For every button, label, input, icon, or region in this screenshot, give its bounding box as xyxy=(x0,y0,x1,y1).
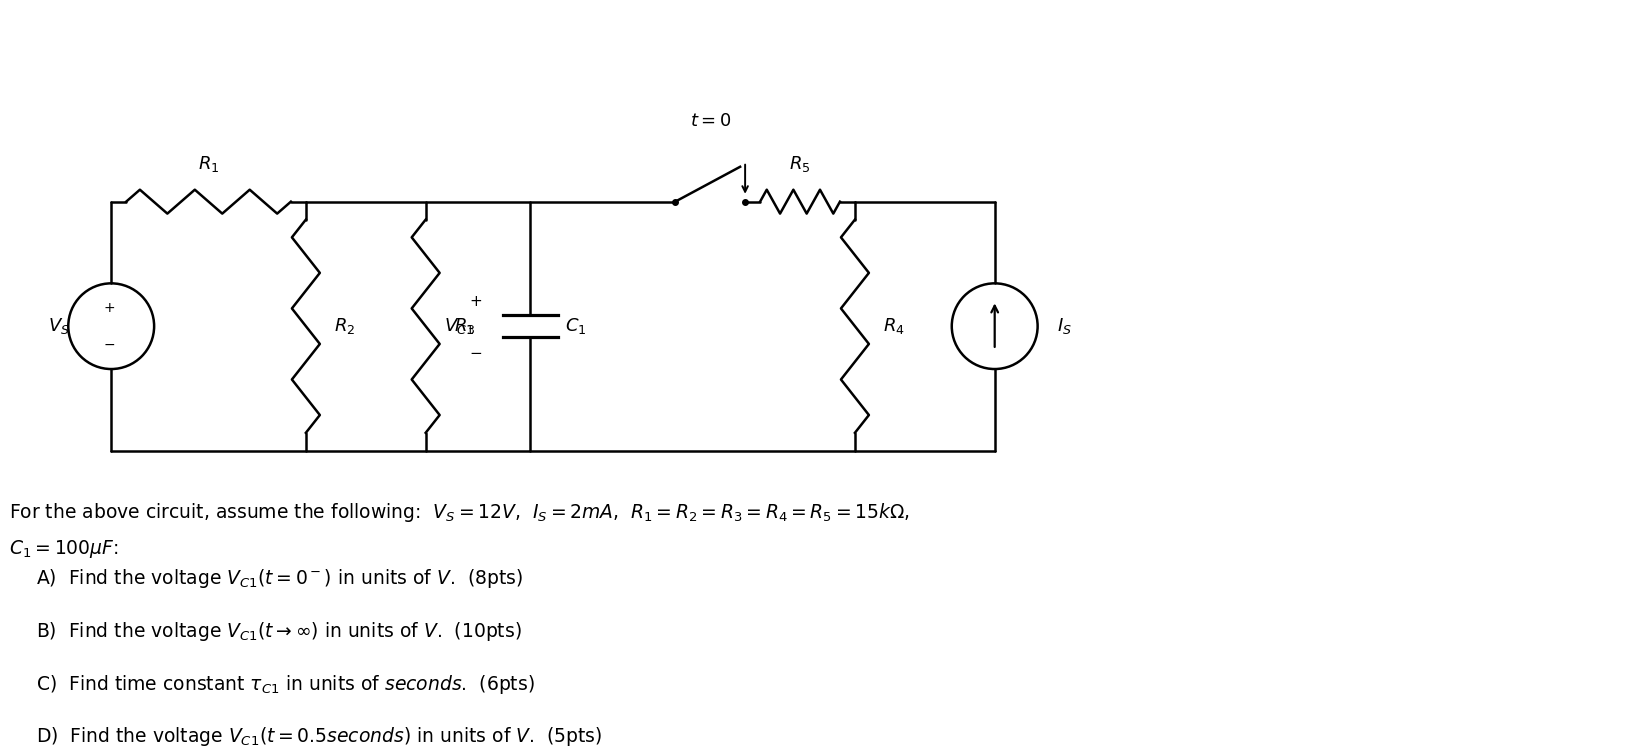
Text: $t = 0$: $t = 0$ xyxy=(689,112,730,130)
Text: $R_4$: $R_4$ xyxy=(883,316,905,336)
Text: $V_{C1}$: $V_{C1}$ xyxy=(443,316,474,336)
Text: $R_1$: $R_1$ xyxy=(197,153,218,174)
Text: $R_5$: $R_5$ xyxy=(789,153,810,174)
Text: $C_1 = 100\mu F$:: $C_1 = 100\mu F$: xyxy=(10,538,119,560)
Text: $-$: $-$ xyxy=(469,343,482,358)
Text: +: + xyxy=(103,301,116,315)
Text: A)  Find the voltage $V_{C1}(t = 0^-)$ in units of $V$.  (8pts): A) Find the voltage $V_{C1}(t = 0^-)$ in… xyxy=(36,567,523,590)
Text: $V_S$: $V_S$ xyxy=(49,316,70,336)
Text: $R_2$: $R_2$ xyxy=(334,316,355,336)
Text: $I_S$: $I_S$ xyxy=(1056,316,1071,336)
Text: B)  Find the voltage $V_{C1}(t \rightarrow \infty)$ in units of $V$.  (10pts): B) Find the voltage $V_{C1}(t \rightarro… xyxy=(36,620,522,643)
Text: D)  Find the voltage $V_{C1}(t = 0.5 seconds)$ in units of $V$.  (5pts): D) Find the voltage $V_{C1}(t = 0.5 seco… xyxy=(36,725,603,748)
Text: C)  Find time constant $\tau_{C1}$ in units of $seconds$.  (6pts): C) Find time constant $\tau_{C1}$ in uni… xyxy=(36,673,535,696)
Text: +: + xyxy=(469,294,482,308)
Text: $C_1$: $C_1$ xyxy=(566,316,587,336)
Text: For the above circuit, assume the following:  $V_S = 12V$,  $I_S = 2mA$,  $R_1 =: For the above circuit, assume the follow… xyxy=(10,500,911,524)
Text: $-$: $-$ xyxy=(103,337,116,352)
Text: $R_3$: $R_3$ xyxy=(453,316,474,336)
